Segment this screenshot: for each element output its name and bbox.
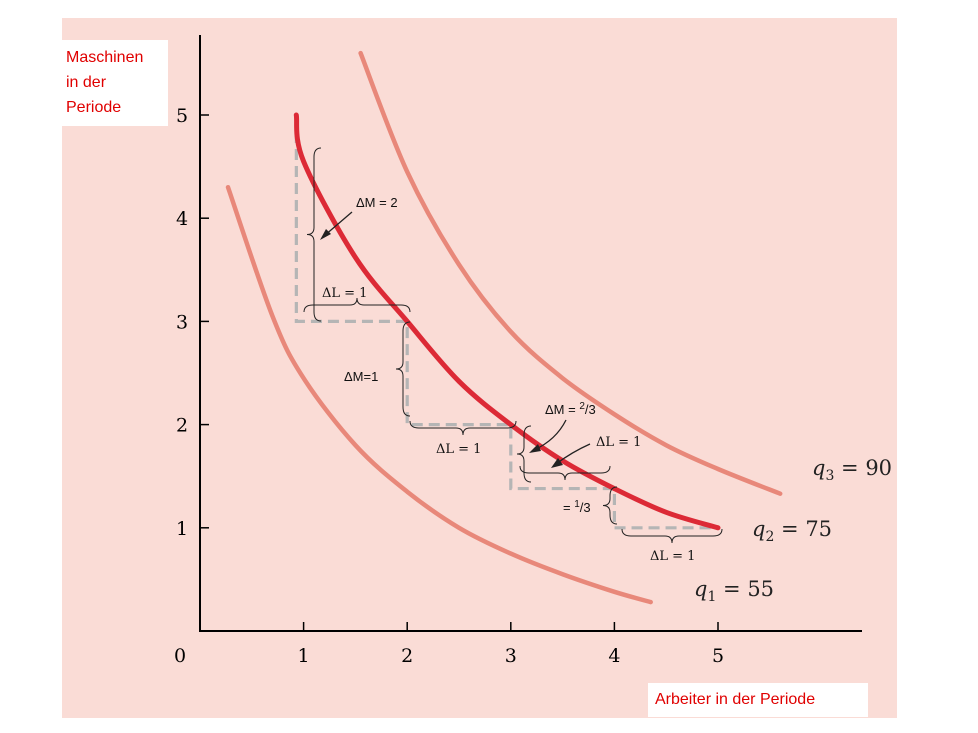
label-dm2: ΔM=1 <box>344 369 378 384</box>
y-tick-label: 2 <box>176 415 188 437</box>
series-labels: q1 = 55 q2 = 75 q3 = 90 <box>694 456 892 605</box>
y-tick-label: 4 <box>176 208 188 230</box>
y-axis-label: Maschinen in der Periode <box>66 49 144 116</box>
isoquant-curve-q2 <box>293 112 721 531</box>
x-tick-label: 0 <box>174 645 186 667</box>
label-dm1: ΔM = 2 <box>356 195 398 210</box>
series-label-q2: q2 = 75 <box>752 517 832 545</box>
chart-background <box>62 18 897 718</box>
x-tick-label: 2 <box>401 645 413 667</box>
staircase-line <box>294 115 718 530</box>
label-dl3: ΔL = 1 <box>596 435 641 450</box>
brace-dl1 <box>303 297 411 313</box>
x-tick-label: 1 <box>298 645 310 667</box>
staircase <box>294 115 718 530</box>
isoquant-curve-q3 <box>358 50 783 496</box>
x-axis-label: Arbeiter in der Periode <box>655 691 816 708</box>
brace-dm1 <box>306 147 322 322</box>
arrow-dl3-line <box>555 443 591 465</box>
brace-dm4 <box>602 486 618 525</box>
curves <box>225 50 783 605</box>
braces <box>303 147 723 544</box>
label-dm4: = 1/3 <box>563 499 591 515</box>
brace-dl4 <box>621 528 723 544</box>
y-tick-label: 1 <box>176 518 188 540</box>
label-dl2: ΔL = 1 <box>436 442 481 457</box>
brace-dl3 <box>519 465 611 481</box>
ticks <box>200 114 719 631</box>
arrow-dl3-head <box>551 458 563 468</box>
isoquant-curve-q1 <box>225 184 653 605</box>
arrow-dm3-head <box>529 444 541 453</box>
brace-dm2 <box>395 321 411 417</box>
label-dm3: ΔM = 2/3 <box>545 401 596 417</box>
x-tick-label: 3 <box>505 645 517 667</box>
y-tick-label: 5 <box>176 105 188 127</box>
x-tick-label: 5 <box>712 645 724 667</box>
brace-dl2 <box>409 420 517 436</box>
brace-dm3 <box>516 425 532 483</box>
label-dl4: ΔL = 1 <box>650 549 695 564</box>
axes <box>199 35 862 632</box>
y-axis-label-box: Maschinen in der Periode <box>62 40 168 126</box>
x-axis-label-box: Arbeiter in der Periode <box>648 683 868 717</box>
label-dl1: ΔL = 1 <box>322 286 367 301</box>
series-label-q3: q3 = 90 <box>812 456 892 484</box>
y-tick-label: 3 <box>176 311 188 333</box>
annotations: ΔM = 2 ΔL = 1 ΔM=1 ΔL = 1 ΔL = 1 ΔL = 1 ΔM = 2… <box>322 195 695 564</box>
series-label-q1: q1 = 55 <box>694 577 774 605</box>
tick-labels: 0 1 2 3 4 5 1 2 3 4 5 <box>174 105 724 667</box>
x-tick-label: 4 <box>608 645 620 667</box>
arrow-dm1-head <box>320 229 331 240</box>
